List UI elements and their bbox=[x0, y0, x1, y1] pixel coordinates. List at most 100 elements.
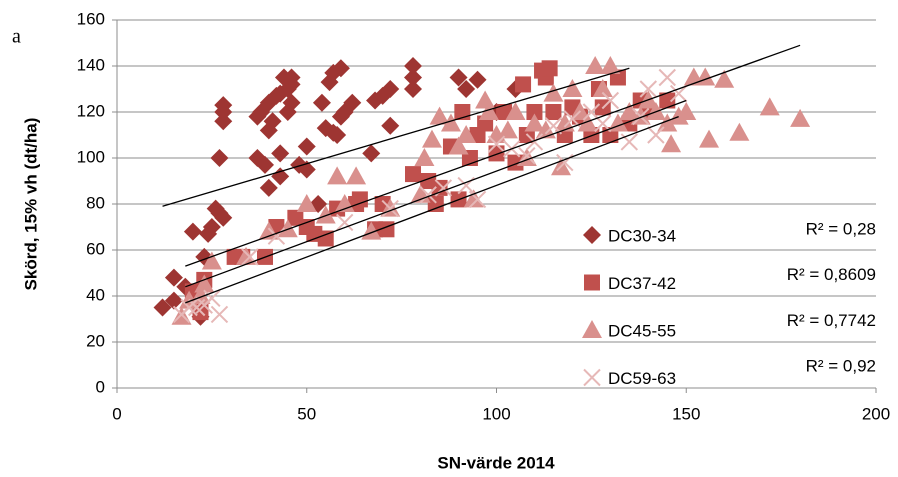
point bbox=[676, 102, 697, 120]
point bbox=[518, 146, 536, 165]
point bbox=[607, 113, 628, 132]
y-tick-label: 120 bbox=[77, 101, 105, 120]
point bbox=[404, 57, 423, 75]
y-tick-label: 80 bbox=[86, 193, 105, 212]
point bbox=[327, 166, 348, 185]
trendline bbox=[162, 67, 630, 207]
legend-marker bbox=[584, 274, 600, 291]
point bbox=[524, 113, 545, 132]
point bbox=[315, 205, 336, 224]
r-squared-label: R² = 0,28 bbox=[806, 219, 876, 238]
r-squared-label: R² = 0,7742 bbox=[787, 311, 876, 330]
x-tick-label: 100 bbox=[482, 404, 510, 423]
point bbox=[297, 137, 316, 156]
point bbox=[440, 113, 461, 132]
x-tick-label: 200 bbox=[862, 404, 890, 423]
point bbox=[619, 102, 640, 120]
y-tick-label: 140 bbox=[77, 55, 105, 74]
legend-label: DC30-34 bbox=[608, 226, 676, 245]
y-tick-label: 60 bbox=[86, 239, 105, 258]
point bbox=[668, 106, 689, 125]
x-tick-label: 0 bbox=[112, 404, 121, 423]
point bbox=[545, 104, 562, 120]
y-tick-label: 100 bbox=[77, 147, 105, 166]
point bbox=[256, 155, 275, 174]
point bbox=[488, 145, 505, 162]
point bbox=[381, 80, 400, 98]
point bbox=[164, 268, 183, 287]
point bbox=[585, 56, 606, 74]
point bbox=[759, 97, 780, 116]
point bbox=[164, 291, 183, 310]
point bbox=[214, 112, 233, 131]
point bbox=[515, 76, 532, 93]
x-tick-label: 150 bbox=[672, 404, 700, 423]
point bbox=[487, 135, 506, 153]
point bbox=[331, 59, 350, 78]
y-tick-label: 160 bbox=[77, 9, 105, 28]
point bbox=[271, 167, 290, 186]
point bbox=[241, 248, 259, 266]
point bbox=[214, 208, 233, 227]
point bbox=[429, 106, 450, 125]
point bbox=[525, 133, 544, 151]
point bbox=[282, 68, 301, 87]
point bbox=[210, 305, 229, 324]
point bbox=[699, 129, 720, 148]
point bbox=[543, 83, 564, 102]
legend-marker bbox=[582, 320, 602, 338]
trendline bbox=[185, 115, 679, 304]
point bbox=[404, 68, 423, 87]
point bbox=[183, 222, 202, 241]
point bbox=[457, 80, 476, 98]
y-tick-label: 40 bbox=[86, 285, 105, 304]
point bbox=[296, 194, 317, 212]
point bbox=[328, 126, 347, 144]
y-tick-label: 0 bbox=[96, 377, 105, 396]
x-axis-title: SN-värde 2014 bbox=[437, 453, 555, 472]
point bbox=[414, 148, 435, 166]
panel-label: a bbox=[12, 26, 21, 48]
point bbox=[381, 116, 400, 135]
point bbox=[620, 133, 639, 151]
point bbox=[463, 189, 484, 208]
point bbox=[362, 144, 381, 163]
point bbox=[639, 80, 658, 98]
point bbox=[312, 93, 331, 112]
point bbox=[259, 178, 278, 197]
point bbox=[554, 113, 575, 132]
point bbox=[431, 179, 448, 196]
r-squared-label: R² = 0,92 bbox=[806, 357, 876, 376]
point bbox=[669, 84, 688, 103]
point bbox=[562, 79, 583, 97]
point bbox=[505, 102, 526, 120]
point bbox=[202, 218, 221, 236]
point bbox=[427, 196, 444, 212]
point bbox=[544, 117, 563, 135]
point bbox=[236, 246, 257, 265]
point bbox=[714, 69, 735, 88]
point bbox=[535, 120, 556, 139]
point bbox=[577, 113, 598, 132]
point bbox=[405, 166, 422, 183]
point bbox=[601, 91, 620, 110]
point bbox=[404, 80, 423, 98]
legend-marker bbox=[583, 368, 601, 387]
point bbox=[729, 122, 750, 141]
point bbox=[600, 56, 621, 74]
y-axis-title: Skörd, 15% vh (dt/ha) bbox=[21, 118, 40, 291]
point bbox=[507, 154, 524, 171]
point bbox=[563, 110, 582, 128]
point bbox=[381, 199, 399, 218]
point bbox=[419, 186, 437, 204]
legend-label: DC59-63 bbox=[608, 369, 676, 388]
trendline bbox=[185, 44, 801, 267]
point bbox=[497, 120, 518, 139]
x-tick-label: 50 bbox=[297, 404, 316, 423]
point bbox=[317, 230, 334, 247]
point bbox=[194, 274, 215, 293]
point bbox=[258, 221, 279, 240]
legend-label: DC37-42 bbox=[608, 274, 676, 293]
y-tick-label: 20 bbox=[86, 331, 105, 350]
